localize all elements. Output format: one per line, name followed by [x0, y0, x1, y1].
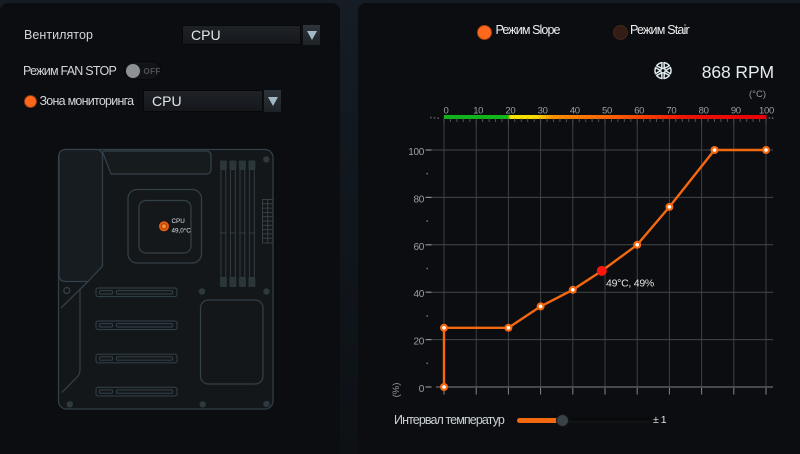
svg-text:40: 40 — [413, 289, 424, 300]
svg-text:(°C): (°C) — [749, 89, 766, 100]
svg-text:100: 100 — [408, 147, 425, 158]
svg-text:49°C, 49%: 49°C, 49% — [606, 278, 654, 290]
svg-text:0: 0 — [444, 105, 449, 116]
svg-text:60: 60 — [413, 242, 424, 253]
svg-text:70: 70 — [666, 105, 676, 116]
svg-text:(%): (%) — [391, 383, 402, 398]
svg-text:90: 90 — [731, 105, 741, 116]
svg-text:80: 80 — [699, 105, 709, 116]
svg-text:30: 30 — [538, 105, 548, 116]
svg-text:49,0°C: 49,0°C — [172, 227, 192, 235]
svg-text:100: 100 — [759, 105, 774, 116]
svg-text:50: 50 — [602, 105, 612, 116]
svg-text:CPU: CPU — [172, 218, 186, 225]
svg-text:20: 20 — [505, 105, 515, 116]
svg-text:0: 0 — [419, 384, 425, 395]
svg-text:60: 60 — [634, 105, 644, 116]
svg-text:40: 40 — [570, 105, 580, 116]
svg-text:80: 80 — [413, 194, 424, 205]
svg-text:10: 10 — [473, 105, 483, 116]
svg-text:20: 20 — [413, 337, 424, 348]
